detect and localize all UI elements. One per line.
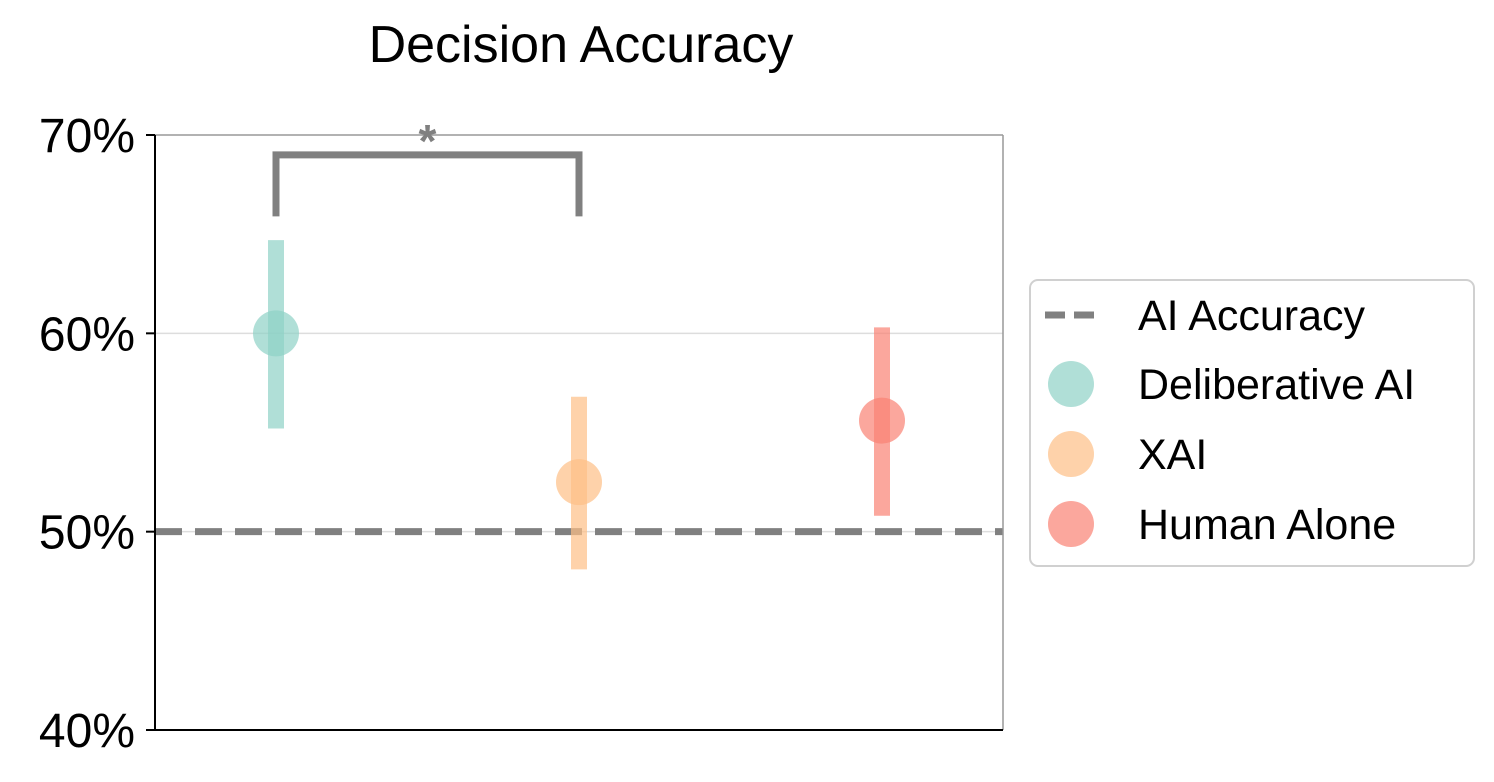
legend-label-xai: XAI (1138, 431, 1207, 479)
human-alone-point (859, 397, 905, 444)
y-tick-label: 50% (39, 507, 135, 560)
data-series (253, 240, 905, 570)
chart-title: Decision Accuracy (369, 16, 794, 74)
legend-box (1029, 279, 1475, 567)
xai-point (556, 459, 602, 506)
significance-label: * (419, 115, 437, 167)
legend-marker-deliberative-ai (1048, 361, 1094, 407)
significance-bracket (272, 151, 583, 217)
significance-annotation: * (272, 115, 583, 217)
legend-label-ai-accuracy: AI Accuracy (1138, 292, 1366, 340)
axes (154, 134, 1004, 731)
legend-marker-human-alone (1048, 501, 1094, 547)
y-tick-label: 40% (39, 705, 135, 758)
legend-marker-xai (1048, 431, 1094, 477)
legend-label-human-alone: Human Alone (1138, 501, 1396, 549)
legend-label-deliberative-ai: Deliberative AI (1138, 361, 1415, 409)
y-tick-label: 70% (39, 110, 135, 163)
y-tick-label: 60% (39, 308, 135, 361)
y-tick-labels: 70% 60% 50% 40% (39, 110, 155, 758)
legend: AI Accuracy Deliberative AI XAI Human Alone (1029, 279, 1475, 567)
deliberative-ai-point (253, 310, 299, 357)
